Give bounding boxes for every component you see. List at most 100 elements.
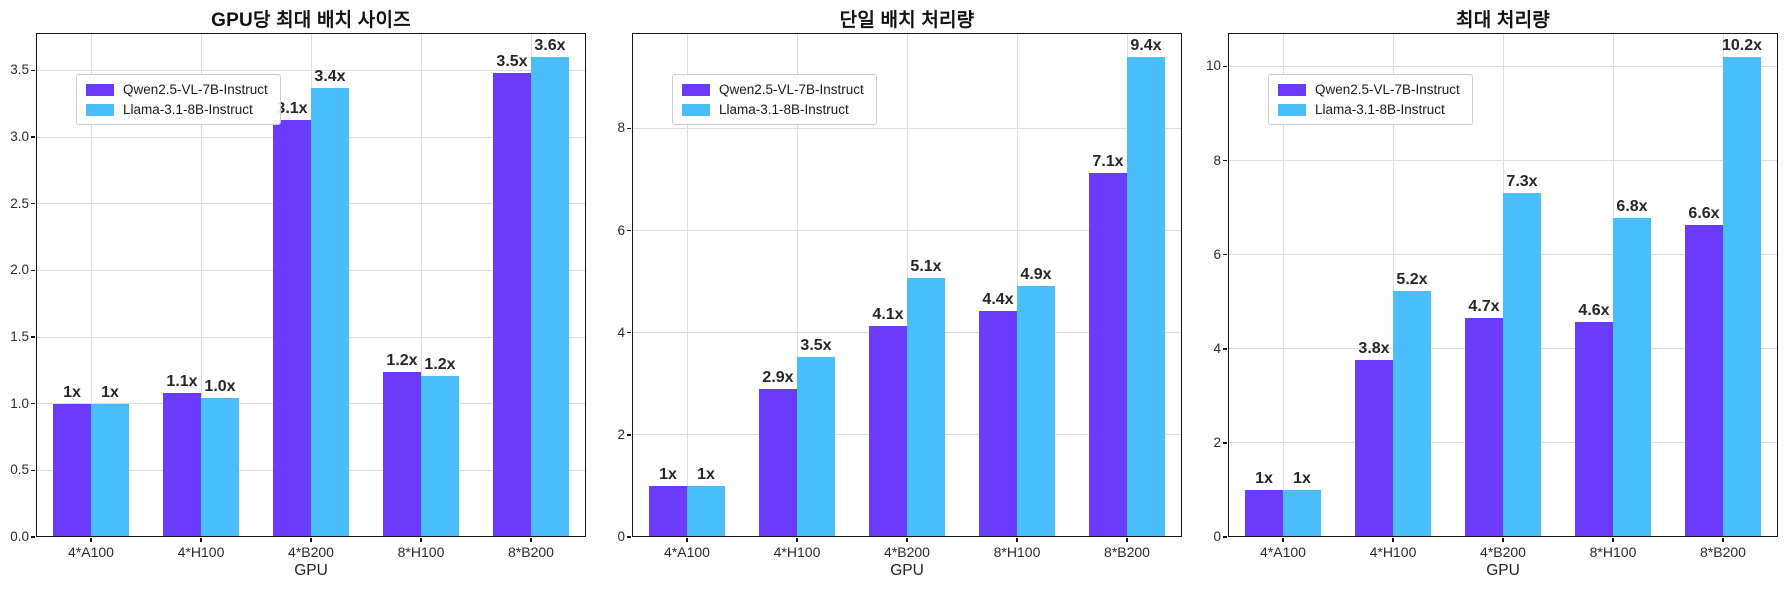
- x-axis-label: GPU: [294, 562, 328, 579]
- bar-value-label: 10.2x: [1721, 37, 1763, 54]
- x-tick-label: 4*A100: [664, 544, 710, 560]
- bar-value-label: 3.1x: [276, 99, 308, 117]
- x-tick-label: 4*H100: [1369, 544, 1417, 560]
- y-tick-label: 0: [617, 529, 625, 544]
- bar-value-label: 1x: [659, 465, 677, 483]
- bar-value-label: 6.8x: [1616, 197, 1648, 215]
- y-tick-mark: [31, 269, 35, 272]
- x-tick-mark: [310, 538, 312, 542]
- legend-item-qwen: Qwen2.5-VL-7B-Instruct: [1278, 82, 1460, 97]
- y-tick-mark: [1223, 536, 1227, 538]
- y-tick-mark: [1223, 253, 1227, 256]
- bar-value-label: 1.0x: [204, 378, 236, 396]
- y-tick-label: 2.0: [10, 262, 29, 278]
- bar: [1393, 291, 1431, 537]
- y-tick-label: 1.5: [10, 329, 29, 344]
- bar-value-label: 5.2x: [1396, 271, 1428, 289]
- y-tick-mark: [627, 331, 631, 334]
- bar-value-label: 1x: [1293, 469, 1311, 487]
- x-tick-label: 4*A100: [68, 544, 114, 560]
- gridline-vertical: [1016, 33, 1018, 537]
- bar-value-label: 4.7x: [1468, 298, 1500, 316]
- bar: [493, 73, 531, 537]
- gridline-vertical: [1392, 33, 1394, 537]
- bar-value-label: 3.5x: [496, 53, 528, 70]
- legend-label: Qwen2.5-VL-7B-Instruct: [719, 82, 864, 97]
- bar: [91, 403, 129, 537]
- x-tick-mark: [1282, 538, 1284, 542]
- y-tick-label: 0.0: [10, 529, 29, 544]
- y-tick-mark: [1223, 65, 1227, 68]
- bar-chart-panel-single-batch-throughput: 단일 배치 처리량 Qwen2.5-VL-7B-Instruct Llama-3…: [596, 0, 1192, 590]
- x-axis-label: GPU: [890, 562, 924, 579]
- y-tick-label: 3.5: [10, 62, 29, 78]
- gridline-vertical: [90, 33, 92, 537]
- bar: [163, 393, 201, 537]
- legend: Qwen2.5-VL-7B-Instruct Llama-3.1-8B-Inst…: [672, 74, 877, 125]
- legend-label: Qwen2.5-VL-7B-Instruct: [123, 82, 268, 97]
- legend-swatch-llama: [1278, 103, 1306, 116]
- bar-value-label: 7.1x: [1092, 152, 1124, 170]
- x-tick-mark: [1392, 538, 1394, 542]
- y-tick-label: 8: [617, 120, 625, 136]
- legend-item-llama: Llama-3.1-8B-Instruct: [1278, 102, 1460, 117]
- y-tick-mark: [31, 336, 35, 338]
- legend-item-llama: Llama-3.1-8B-Instruct: [682, 102, 864, 117]
- bar: [1685, 225, 1723, 537]
- y-tick-mark: [31, 69, 35, 72]
- bar-value-label: 3.4x: [314, 67, 346, 85]
- bar-value-label: 1x: [101, 383, 119, 401]
- bar-value-label: 4.4x: [982, 290, 1014, 308]
- x-tick-label: 4*B200: [1480, 544, 1526, 560]
- gridline-vertical: [200, 33, 202, 537]
- bar-value-label: 3.6x: [534, 37, 566, 54]
- bar: [1127, 57, 1165, 537]
- legend-label: Llama-3.1-8B-Instruct: [719, 102, 849, 117]
- bar-value-label: 4.9x: [1020, 265, 1052, 283]
- y-tick-mark: [31, 536, 35, 538]
- legend-swatch-qwen: [86, 83, 114, 96]
- bar-chart-panel-max-throughput: 최대 처리량 Qwen2.5-VL-7B-Instruct Llama-3.1-…: [1192, 0, 1789, 590]
- y-tick-mark: [1223, 159, 1227, 162]
- y-tick-label: 4: [1213, 340, 1221, 356]
- x-tick-label: 8*H100: [993, 544, 1041, 560]
- x-tick-mark: [1016, 538, 1018, 542]
- plot-area: Qwen2.5-VL-7B-Instruct Llama-3.1-8B-Inst…: [632, 33, 1182, 537]
- y-tick-label: 8: [1213, 152, 1221, 168]
- x-tick-mark: [686, 538, 688, 542]
- bar-value-label: 1.2x: [386, 351, 418, 369]
- bar: [1575, 321, 1613, 537]
- y-tick-label: 3.0: [10, 129, 29, 144]
- legend-swatch-qwen: [1278, 83, 1306, 96]
- y-tick-label: 2.5: [10, 195, 29, 211]
- y-tick-mark: [627, 127, 631, 130]
- gridline-vertical: [1282, 33, 1284, 537]
- y-tick-mark: [627, 536, 631, 538]
- y-tick-mark: [627, 229, 631, 232]
- bar-value-label: 3.8x: [1358, 339, 1390, 357]
- x-tick-label: 8*H100: [397, 544, 445, 560]
- legend: Qwen2.5-VL-7B-Instruct Llama-3.1-8B-Inst…: [1268, 74, 1473, 125]
- bar: [759, 388, 797, 537]
- x-tick-label: 8*B200: [1104, 544, 1150, 560]
- bar: [1723, 57, 1761, 537]
- y-tick-label: 10: [1205, 58, 1221, 74]
- bar: [273, 119, 311, 537]
- bar: [383, 371, 421, 537]
- legend-swatch-llama: [86, 103, 114, 116]
- bar: [311, 87, 349, 537]
- bar: [1613, 217, 1651, 537]
- x-axis-label: GPU: [1486, 562, 1520, 579]
- y-tick-mark: [1223, 442, 1227, 444]
- legend-swatch-llama: [682, 103, 710, 116]
- bar: [531, 57, 569, 537]
- bar: [421, 375, 459, 537]
- y-tick-label: 6: [617, 222, 625, 238]
- x-tick-mark: [1612, 538, 1614, 542]
- plot-area: Qwen2.5-VL-7B-Instruct Llama-3.1-8B-Inst…: [1228, 33, 1778, 537]
- x-tick-label: 4*B200: [884, 544, 930, 560]
- x-tick-mark: [1126, 538, 1128, 542]
- x-tick-label: 4*H100: [773, 544, 821, 560]
- bar-value-label: 2.9x: [762, 368, 794, 386]
- x-tick-mark: [530, 538, 532, 542]
